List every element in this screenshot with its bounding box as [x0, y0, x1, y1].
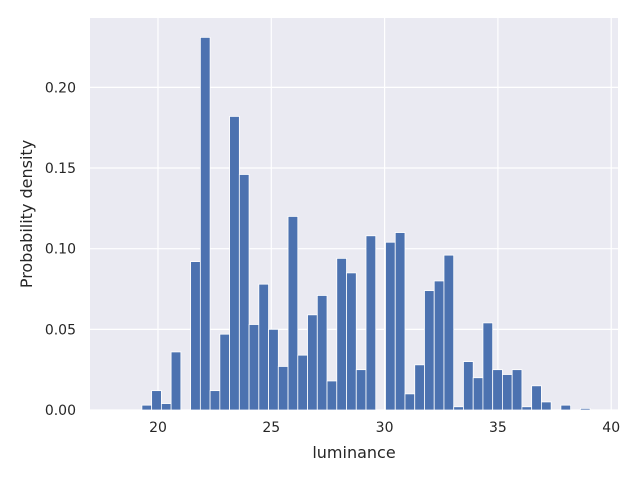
x-tick-label-4: 40 [602, 420, 620, 436]
bar-25 [355, 369, 367, 411]
bar-46 [560, 404, 572, 411]
bar-19 [297, 354, 308, 411]
bar-21 [316, 295, 328, 411]
y-tick-label-0: 0.00 [45, 403, 76, 419]
bar-35 [453, 406, 464, 411]
x-axis-label: luminance [312, 443, 395, 462]
y-tick-labels: 0.00 0.05 0.10 0.15 0.20 [45, 80, 76, 419]
y-tick-label-1: 0.05 [45, 322, 76, 338]
bar-34 [443, 254, 455, 411]
bar-12 [229, 116, 240, 411]
bar-23 [336, 257, 347, 411]
bar-18 [287, 216, 299, 411]
bar-24 [346, 272, 357, 411]
bar-13 [238, 174, 250, 411]
bar-26 [365, 235, 377, 411]
bar-36 [463, 361, 474, 411]
bar-30 [404, 393, 416, 411]
bar-31 [414, 364, 425, 411]
bar-39 [492, 369, 503, 411]
bar-4 [151, 390, 162, 411]
bar-5 [160, 403, 172, 411]
bar-33 [433, 280, 445, 411]
x-tick-label-2: 30 [376, 420, 394, 436]
bar-48 [579, 407, 591, 411]
bar-32 [424, 290, 435, 411]
bar-37 [472, 377, 484, 411]
bar-8 [190, 261, 201, 411]
y-tick-label-3: 0.15 [45, 161, 76, 177]
y-tick-label-4: 0.20 [45, 80, 76, 96]
x-tick-label-3: 35 [489, 420, 507, 436]
bar-15 [258, 283, 269, 411]
bar-20 [307, 314, 318, 411]
bar-41 [511, 369, 523, 411]
bar-38 [482, 322, 494, 411]
bar-43 [531, 385, 542, 411]
bar-40 [502, 374, 513, 411]
bar-11 [219, 333, 230, 411]
bar-9 [199, 36, 211, 411]
bar-22 [326, 380, 338, 411]
bars [141, 36, 591, 411]
bar-6 [170, 351, 182, 411]
bar-44 [541, 401, 552, 411]
bar-42 [521, 406, 533, 411]
x-tick-label-0: 20 [149, 420, 167, 436]
y-axis-label: Probability density [17, 140, 36, 288]
bar-3 [141, 404, 153, 411]
bar-17 [277, 366, 289, 411]
x-tick-label-1: 25 [262, 420, 280, 436]
bar-14 [248, 324, 260, 411]
y-tick-label-2: 0.10 [45, 242, 76, 258]
x-tick-labels: 20 25 30 35 40 [149, 420, 620, 436]
bar-28 [385, 241, 396, 411]
bar-29 [394, 232, 406, 411]
bar-16 [268, 328, 279, 411]
bar-10 [209, 390, 221, 411]
